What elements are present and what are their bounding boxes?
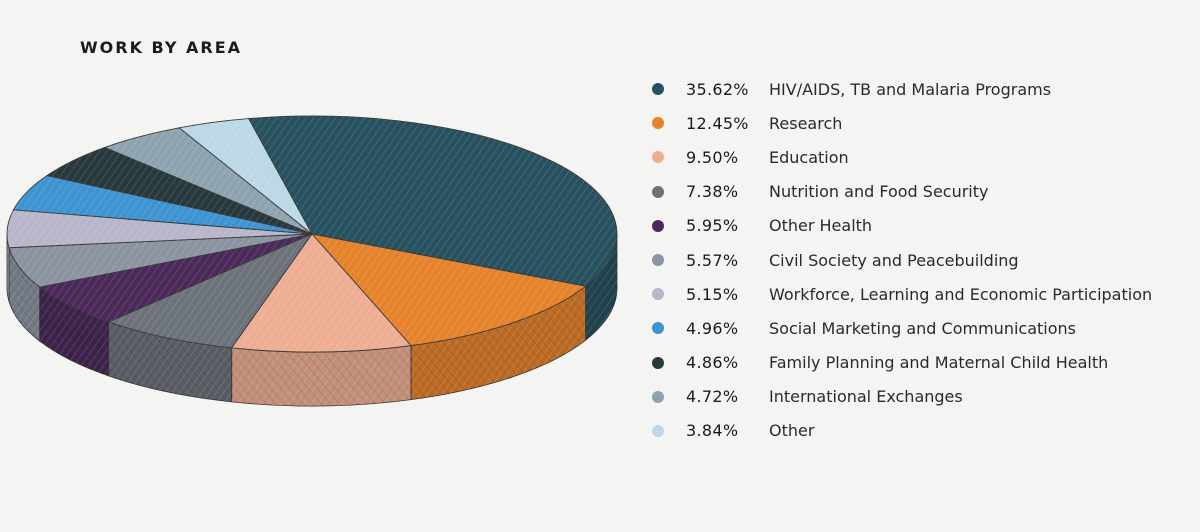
legend-item: 9.50% Education [652, 140, 1152, 174]
legend-label: Other [769, 421, 815, 441]
legend-label: Research [769, 113, 843, 133]
legend-item: 35.62% HIV/AIDS, TB and Malaria Programs [652, 72, 1152, 106]
legend-item: 5.57% Civil Society and Peacebuilding [652, 243, 1152, 277]
legend-item: 12.45% Research [652, 106, 1152, 140]
legend-label: Education [769, 147, 849, 167]
legend-swatch [652, 322, 664, 335]
legend-value: 7.38% [686, 182, 739, 202]
legend-label: Social Marketing and Communications [769, 318, 1076, 338]
legend-label: HIV/AIDS, TB and Malaria Programs [769, 79, 1052, 99]
legend-value: 5.15% [686, 284, 739, 304]
legend-value: 4.72% [686, 387, 739, 407]
legend-item: 4.96% Social Marketing and Communications [652, 311, 1152, 345]
legend-value: 4.86% [686, 353, 739, 373]
legend-label: Nutrition and Food Security [769, 182, 989, 202]
pie-chart [6, 115, 618, 407]
pie-side-walls [6, 233, 618, 407]
legend-value: 5.57% [686, 250, 739, 270]
legend-item: 4.86% Family Planning and Maternal Child … [652, 346, 1152, 380]
legend-item: 5.95% Other Health [652, 209, 1152, 243]
legend-swatch [652, 288, 664, 301]
legend-swatch [652, 254, 664, 267]
legend-swatch [652, 424, 664, 437]
pie-wall-0 [585, 233, 618, 342]
legend-item: 5.15% Workforce, Learning and Economic Pa… [652, 277, 1152, 311]
legend-label: Other Health [769, 216, 873, 236]
legend-item: 7.38% Nutrition and Food Security [652, 175, 1152, 209]
legend-label: Family Planning and Maternal Child Healt… [769, 353, 1109, 373]
legend-value: 35.62% [686, 79, 749, 99]
legend-label: Civil Society and Peacebuilding [769, 250, 1019, 270]
legend-swatch [652, 117, 664, 130]
legend-item: 3.84% Other [652, 414, 1152, 448]
legend-value: 9.50% [686, 147, 739, 167]
legend-swatch [652, 185, 664, 198]
legend-label: Workforce, Learning and Economic Partici… [769, 284, 1153, 304]
legend-label: International Exchanges [769, 387, 963, 407]
chart-title: WORK BY AREA [80, 38, 243, 57]
legend-swatch [652, 151, 664, 164]
pie-wall-2 [231, 345, 412, 407]
legend-item: 4.72% International Exchanges [652, 380, 1152, 414]
legend-value: 3.84% [686, 421, 739, 441]
legend-value: 4.96% [686, 318, 739, 338]
legend-value: 5.95% [686, 216, 739, 236]
legend-swatch [652, 83, 664, 96]
legend-swatch [652, 219, 664, 232]
chart-legend: 35.62% HIV/AIDS, TB and Malaria Programs 1… [652, 72, 1152, 448]
legend-swatch [652, 390, 664, 403]
legend-value: 12.45% [686, 113, 749, 133]
legend-swatch [652, 356, 664, 369]
